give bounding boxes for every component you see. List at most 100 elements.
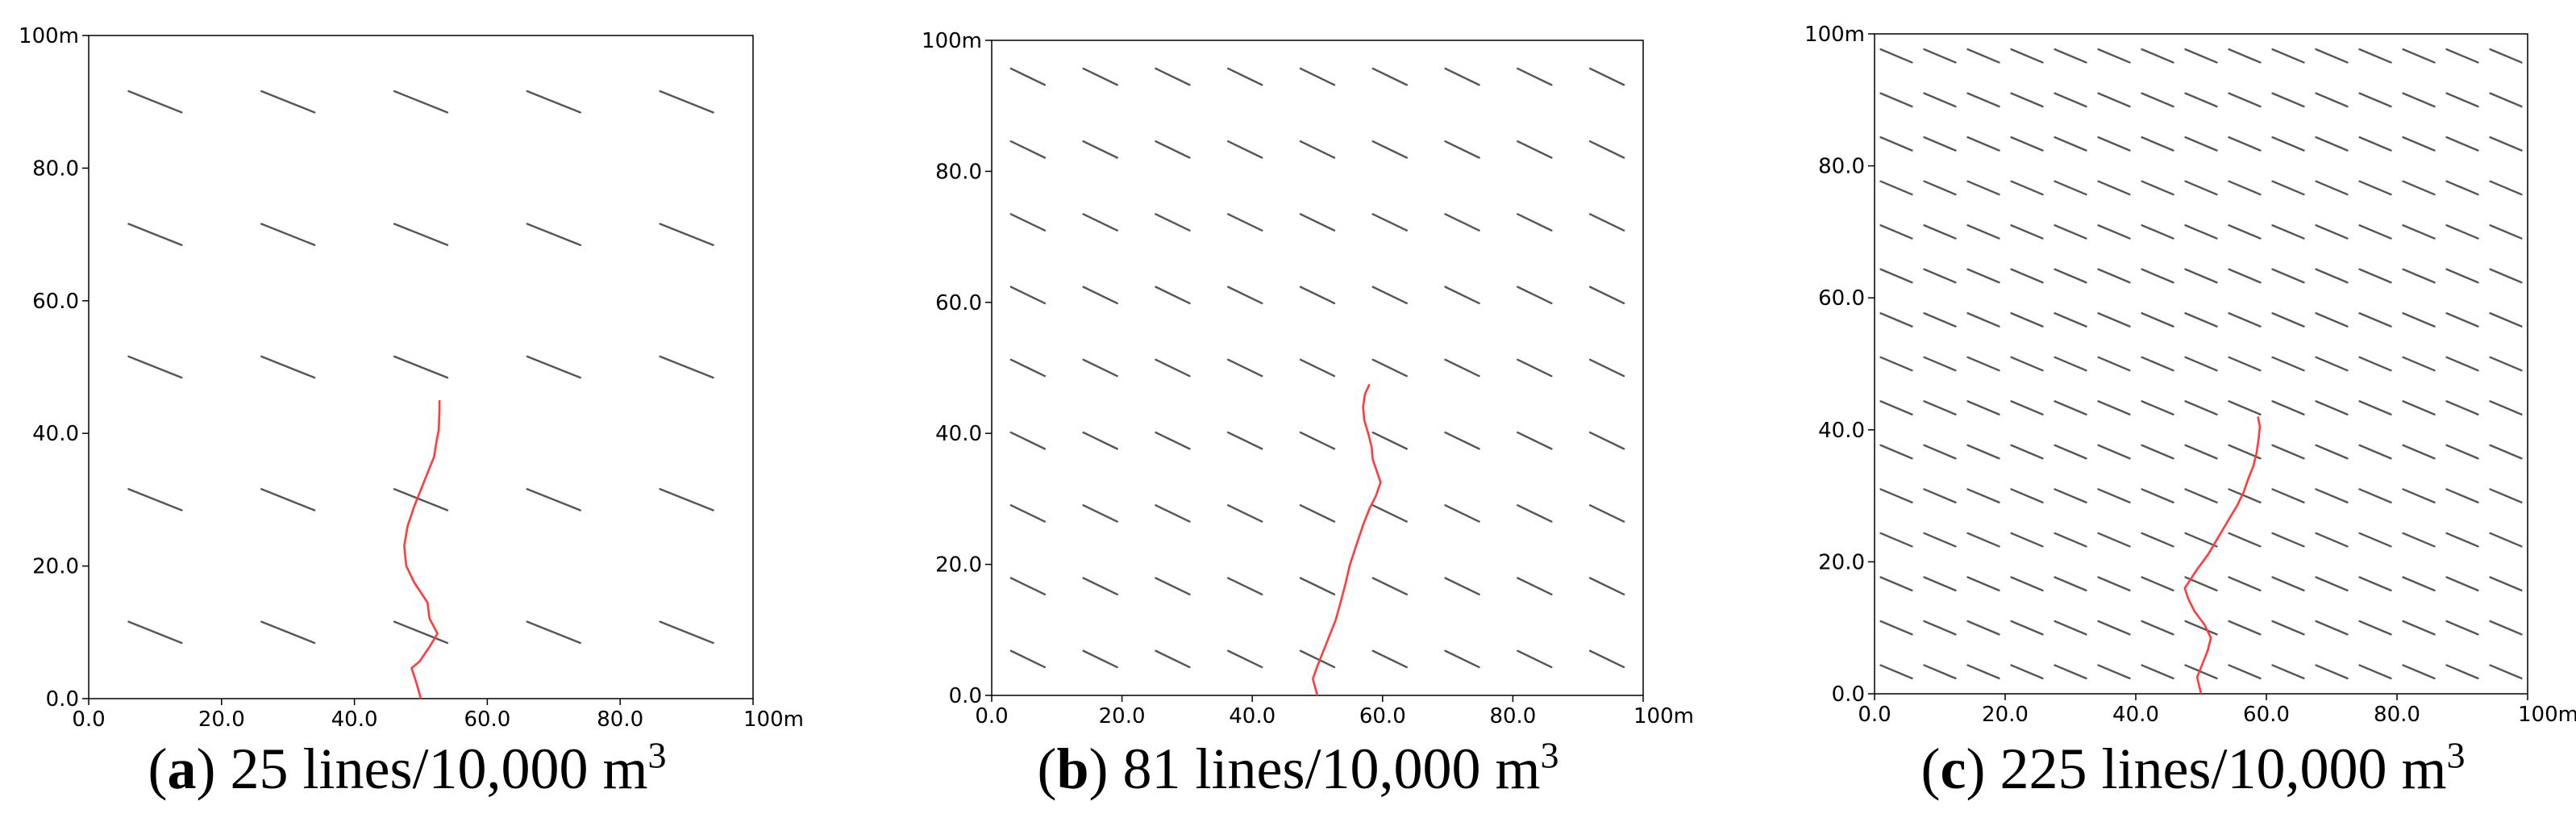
- fracture-line: [2054, 268, 2087, 284]
- fracture-line: [2184, 268, 2218, 284]
- fracture-line: [1966, 356, 2000, 372]
- fracture-line: [2402, 224, 2436, 240]
- fracture-line: [2315, 312, 2349, 328]
- fracture-line: [2228, 620, 2262, 636]
- fracture-line: [2358, 48, 2392, 64]
- fracture-line: [2010, 532, 2044, 548]
- fracture-line: [2054, 444, 2087, 460]
- crack-path: [2183, 416, 2262, 695]
- fracture-line: [1082, 213, 1118, 232]
- fracture-line: [1923, 136, 1957, 152]
- x-tick-label: 100m: [743, 708, 804, 732]
- fracture-line: [1879, 488, 1913, 503]
- fracture-line: [2010, 620, 2044, 636]
- fracture-line: [1009, 577, 1047, 596]
- fracture-line: [1082, 431, 1118, 450]
- fracture-line: [1444, 504, 1480, 523]
- fracture-line: [1923, 180, 1957, 196]
- fracture-line: [1966, 268, 2000, 284]
- fracture-line: [2271, 576, 2305, 592]
- fracture-line: [1966, 312, 2000, 328]
- fracture-line: [2097, 576, 2131, 592]
- fracture-line: [2445, 664, 2479, 680]
- fracture-line: [260, 223, 316, 246]
- fracture-line: [1227, 213, 1263, 232]
- fracture-line: [2010, 268, 2044, 284]
- fracture-line: [2184, 400, 2218, 415]
- crack-path: [1312, 383, 1382, 696]
- fracture-line: [393, 620, 449, 645]
- fracture-line: [1009, 358, 1047, 378]
- fracture-line: [1155, 358, 1191, 378]
- fracture-line: [1155, 431, 1191, 450]
- fracture-line: [2097, 400, 2131, 415]
- fracture-line: [2489, 92, 2523, 108]
- fracture-line: [1879, 136, 1913, 152]
- fracture-line: [2010, 576, 2044, 592]
- y-tick-label: 100m: [922, 29, 982, 53]
- fracture-line: [2010, 444, 2044, 460]
- fracture-line: [2271, 48, 2305, 64]
- y-tick-label: 0.0: [46, 687, 79, 712]
- fracture-line: [526, 90, 581, 114]
- fracture-line: [1371, 358, 1408, 378]
- fracture-line: [1588, 140, 1625, 159]
- fracture-line: [1371, 286, 1408, 305]
- panel-a: 0.00.0 20.0 20.0 40.0 40.0 60.0 60.0 80.0 80.0 10…: [19, 24, 804, 732]
- fracture-line: [1227, 67, 1263, 86]
- fracture-line: [2315, 48, 2349, 64]
- fracture-line: [2445, 488, 2479, 503]
- fracture-line: [1879, 48, 1913, 64]
- fracture-line: [1155, 577, 1191, 596]
- fracture-line: [2489, 224, 2523, 240]
- fracture-line: [2141, 444, 2174, 460]
- fracture-line: [2184, 48, 2218, 64]
- fracture-line: [2010, 400, 2044, 415]
- fracture-line: [2271, 92, 2305, 108]
- fracture-line: [526, 488, 581, 511]
- fracture-line: [1444, 431, 1480, 450]
- fracture-line: [1227, 649, 1263, 669]
- fracture-line: [393, 223, 449, 246]
- fracture-line: [1227, 431, 1263, 450]
- fracture-line: [127, 488, 183, 511]
- fracture-line: [2358, 136, 2392, 152]
- fracture-line: [1444, 286, 1480, 305]
- fracture-line: [2315, 224, 2349, 240]
- fracture-line: [1879, 268, 1913, 284]
- fracture-line: [127, 223, 183, 246]
- x-tick-label: 80.0: [2374, 703, 2420, 727]
- fracture-line: [2184, 488, 2218, 503]
- fracture-line: [2271, 224, 2305, 240]
- fracture-line: [2141, 136, 2174, 152]
- fracture-line: [1588, 213, 1625, 232]
- fracture-line: [1371, 431, 1408, 450]
- fracture-line: [2097, 312, 2131, 328]
- fracture-line: [1082, 577, 1118, 596]
- fracture-line: [2184, 92, 2218, 108]
- fracture-line: [2097, 488, 2131, 503]
- x-tick-label: 40.0: [2112, 703, 2159, 727]
- fracture-line: [1009, 140, 1047, 159]
- fracture-line: [2054, 180, 2087, 196]
- fracture-line: [2402, 268, 2436, 284]
- fracture-line: [1517, 649, 1553, 669]
- x-tick-label: 40.0: [1229, 704, 1276, 728]
- fracture-line: [1227, 140, 1263, 159]
- fracture-line: [1009, 431, 1047, 450]
- fracture-line: [2228, 488, 2262, 503]
- fracture-line: [2315, 400, 2349, 415]
- fracture-line: [1923, 312, 1957, 328]
- x-tick-label: 20.0: [1982, 703, 2029, 727]
- fracture-line: [2228, 356, 2262, 372]
- fracture-line: [1299, 358, 1336, 378]
- fracture-line: [2228, 224, 2262, 240]
- fracture-line: [1923, 356, 1957, 372]
- caption-c-letter: c: [1940, 737, 1966, 801]
- caption-b-letter: b: [1056, 737, 1089, 801]
- fracture-line: [1444, 577, 1480, 596]
- fracture-line: [1155, 213, 1191, 232]
- fracture-line: [2271, 180, 2305, 196]
- fracture-line: [2315, 488, 2349, 503]
